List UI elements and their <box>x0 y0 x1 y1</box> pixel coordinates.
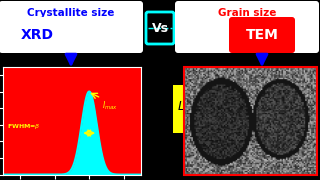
FancyBboxPatch shape <box>229 17 295 53</box>
Text: Grain size: Grain size <box>218 8 276 18</box>
Text: XRD: XRD <box>20 28 53 42</box>
Text: Scherrer: Scherrer <box>183 72 234 82</box>
Text: $L = \dfrac{k\lambda}{\beta\cos\theta}$: $L = \dfrac{k\lambda}{\beta\cos\theta}$ <box>177 94 240 124</box>
FancyBboxPatch shape <box>0 1 143 53</box>
FancyBboxPatch shape <box>173 85 283 133</box>
FancyBboxPatch shape <box>175 1 319 53</box>
Text: TEM: TEM <box>245 28 278 42</box>
Text: $I_{max}$: $I_{max}$ <box>102 100 118 112</box>
Text: Vs: Vs <box>151 21 169 35</box>
FancyBboxPatch shape <box>146 12 174 44</box>
Text: FWHM=$\beta$: FWHM=$\beta$ <box>7 122 40 130</box>
Text: Crystallite size: Crystallite size <box>27 8 115 18</box>
FancyBboxPatch shape <box>3 17 71 53</box>
